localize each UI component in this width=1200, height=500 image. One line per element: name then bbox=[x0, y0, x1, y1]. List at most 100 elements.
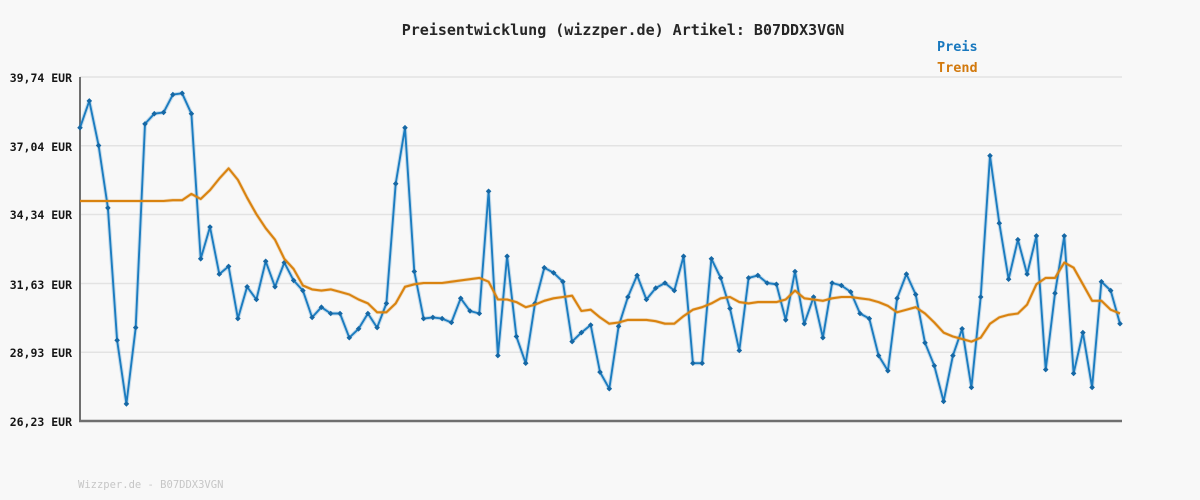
price-point-marker bbox=[253, 296, 260, 303]
price-point-marker bbox=[1117, 320, 1123, 327]
price-point-marker bbox=[290, 277, 297, 284]
y-tick-label: 31,63 EUR bbox=[9, 278, 72, 292]
price-point-marker bbox=[560, 278, 566, 285]
price-point-marker bbox=[170, 91, 176, 98]
price-point-marker bbox=[179, 90, 185, 97]
price-point-marker bbox=[485, 188, 492, 195]
price-point-marker bbox=[197, 256, 204, 262]
trend-series-line bbox=[80, 167, 1121, 343]
y-tick-label: 26,23 EUR bbox=[9, 415, 72, 429]
price-point-marker bbox=[383, 300, 390, 307]
price-point-marker bbox=[801, 320, 808, 327]
price-point-marker bbox=[105, 205, 111, 211]
price-point-marker bbox=[467, 308, 473, 314]
price-point-marker bbox=[1042, 366, 1049, 373]
price-point-marker bbox=[829, 280, 835, 286]
y-tick-label: 39,74 EUR bbox=[9, 71, 72, 85]
price-point-marker bbox=[532, 300, 538, 307]
price-point-marker bbox=[977, 294, 984, 300]
price-point-marker bbox=[504, 253, 510, 260]
price-point-marker bbox=[207, 224, 213, 230]
price-point-marker bbox=[262, 258, 269, 265]
price-point-marker bbox=[764, 280, 770, 286]
y-tick-label: 28,93 EUR bbox=[9, 346, 72, 360]
price-point-marker bbox=[699, 360, 705, 366]
price-point-marker bbox=[987, 152, 993, 159]
price-point-marker bbox=[708, 256, 715, 262]
price-point-marker bbox=[309, 314, 315, 321]
price-point-marker bbox=[1052, 290, 1058, 296]
price-point-marker bbox=[346, 334, 353, 341]
price-point-marker bbox=[894, 295, 900, 302]
price-point-marker bbox=[782, 317, 789, 323]
price-point-marker bbox=[838, 282, 845, 289]
price-point-marker bbox=[662, 280, 668, 286]
price-point-marker bbox=[597, 369, 603, 375]
price-point-marker bbox=[318, 304, 325, 310]
price-point-marker bbox=[151, 110, 158, 117]
price-point-marker bbox=[1080, 329, 1086, 336]
price-point-marker bbox=[950, 352, 956, 359]
price-point-marker bbox=[244, 284, 250, 290]
y-tick-label: 34,34 EUR bbox=[9, 208, 72, 222]
price-point-marker bbox=[940, 398, 947, 405]
price-point-marker bbox=[996, 220, 1003, 226]
price-point-marker bbox=[402, 124, 408, 131]
price-series-line bbox=[79, 92, 1121, 405]
price-point-marker bbox=[931, 362, 938, 369]
y-tick-label: 37,04 EUR bbox=[9, 140, 72, 154]
watermark-text: Wizzper.de - B07DDX3VGN bbox=[78, 479, 224, 491]
price-point-marker bbox=[717, 275, 724, 281]
price-point-marker bbox=[160, 109, 167, 116]
price-point-marker bbox=[578, 329, 585, 336]
price-point-marker bbox=[495, 352, 501, 359]
price-point-marker bbox=[114, 337, 120, 344]
legend-item-preis: Preis bbox=[937, 39, 978, 55]
price-point-marker bbox=[188, 110, 195, 117]
price-point-marker bbox=[272, 284, 278, 290]
price-point-marker bbox=[1107, 287, 1114, 294]
price-point-marker bbox=[300, 287, 306, 294]
price-point-marker bbox=[1033, 233, 1040, 239]
price-point-marker bbox=[327, 310, 334, 317]
price-point-marker bbox=[216, 271, 223, 277]
price-point-marker bbox=[606, 385, 613, 392]
price-point-marker bbox=[448, 319, 455, 326]
price-point-marker bbox=[755, 272, 761, 279]
price-point-marker bbox=[86, 98, 93, 104]
price-point-marker bbox=[690, 360, 696, 366]
price-point-marker bbox=[820, 334, 826, 341]
price-point-marker bbox=[439, 315, 445, 322]
price-point-marker bbox=[866, 315, 873, 322]
price-point-marker bbox=[857, 310, 863, 317]
price-point-marker bbox=[1024, 271, 1030, 277]
price-point-marker bbox=[615, 323, 622, 330]
price-point-marker bbox=[235, 315, 241, 322]
price-point-marker bbox=[457, 295, 464, 302]
price-series-halo bbox=[78, 91, 1122, 406]
price-point-marker bbox=[420, 315, 427, 322]
price-point-marker bbox=[132, 324, 139, 331]
price-point-marker bbox=[903, 271, 910, 277]
price-point-marker bbox=[522, 360, 529, 366]
price-point-marker bbox=[550, 270, 557, 276]
price-point-marker bbox=[430, 314, 436, 321]
price-point-marker bbox=[123, 401, 130, 407]
price-point-marker bbox=[142, 121, 148, 127]
price-point-marker bbox=[281, 259, 288, 266]
price-point-marker bbox=[1061, 233, 1068, 239]
price-point-marker bbox=[95, 142, 102, 149]
price-point-marker bbox=[773, 281, 780, 288]
price-point-marker bbox=[1015, 236, 1021, 243]
price-point-marker bbox=[792, 268, 798, 275]
price-point-marker bbox=[727, 305, 733, 312]
price-point-marker bbox=[968, 384, 975, 391]
price-point-marker bbox=[541, 264, 548, 271]
price-point-marker bbox=[1098, 278, 1105, 285]
price-point-marker bbox=[745, 275, 752, 281]
price-point-marker bbox=[885, 368, 891, 374]
price-point-marker bbox=[374, 324, 380, 331]
price-point-marker bbox=[476, 310, 483, 317]
price-point-marker bbox=[912, 291, 919, 298]
